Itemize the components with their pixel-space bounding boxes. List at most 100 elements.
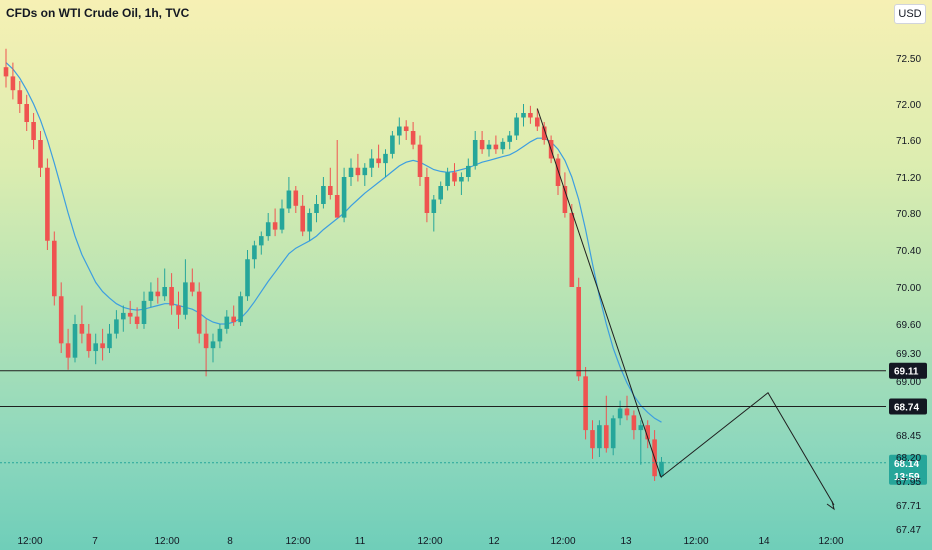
- candle-body: [45, 167, 50, 241]
- y-tick-label: 69.30: [896, 349, 921, 360]
- candle-body: [514, 117, 519, 136]
- candle-down: [403, 120, 409, 140]
- candle-body: [362, 167, 368, 176]
- candle-up: [445, 167, 450, 191]
- candle-down: [79, 305, 85, 344]
- candle-body: [72, 324, 78, 358]
- candle-up: [348, 158, 354, 186]
- candle-body: [190, 282, 195, 292]
- candle-body: [328, 186, 333, 195]
- candle-down: [52, 231, 57, 306]
- y-tick-label: 70.80: [896, 209, 921, 220]
- candle-up: [597, 420, 602, 457]
- y-tick-label: 69.00: [896, 377, 921, 388]
- candle-body: [659, 461, 664, 477]
- candle-body: [134, 316, 140, 324]
- candle-down: [417, 135, 423, 186]
- moving-average-layer: [5, 62, 662, 423]
- candle-down: [535, 108, 540, 131]
- candle-body: [169, 287, 174, 306]
- candle-down: [583, 367, 588, 440]
- candle-up: [210, 333, 216, 363]
- level-label-bg: [889, 398, 927, 415]
- candle-up: [121, 305, 126, 332]
- level-layer: 69.11 68.74 68.14 13:59: [0, 362, 927, 485]
- x-tick-label: 14: [758, 536, 770, 547]
- candle-body: [569, 213, 575, 287]
- candle-up: [307, 208, 312, 241]
- candle-body: [224, 316, 230, 329]
- candle-body: [31, 122, 36, 140]
- candle-body: [334, 195, 340, 218]
- candle-up: [72, 314, 78, 363]
- candle-body: [176, 305, 181, 315]
- candle-body: [183, 282, 188, 315]
- candle-up: [114, 310, 119, 339]
- candle-body: [472, 140, 478, 166]
- candle-down: [376, 144, 381, 168]
- candle-body: [562, 186, 568, 213]
- level-label: 68.74: [894, 403, 919, 414]
- candle-body: [307, 213, 312, 232]
- candle-body: [445, 172, 450, 186]
- candle-down: [300, 195, 305, 237]
- current-price-label-bg: [889, 454, 927, 485]
- y-tick-label: 67.95: [896, 477, 921, 488]
- candle-down: [169, 273, 174, 315]
- candle-down: [493, 135, 499, 154]
- candle-up: [341, 167, 347, 223]
- candle-body: [397, 126, 402, 136]
- candle-down: [334, 140, 340, 218]
- y-tick-label: 71.20: [896, 173, 921, 184]
- candle-down: [31, 113, 36, 150]
- candle-body: [238, 296, 243, 323]
- candle-down: [272, 208, 278, 237]
- candle-down: [196, 282, 202, 344]
- candle-down: [410, 122, 416, 150]
- candle-down: [541, 122, 547, 145]
- candle-up: [507, 131, 512, 150]
- candle-body: [417, 144, 423, 177]
- candle-body: [604, 425, 609, 449]
- candle-body: [610, 418, 616, 449]
- candle-down: [604, 395, 609, 453]
- candle-body: [535, 117, 540, 127]
- candle-up: [279, 199, 285, 234]
- candle-body: [645, 425, 650, 440]
- candle-body: [203, 333, 209, 349]
- candle-up: [659, 457, 664, 479]
- candle-down: [127, 300, 133, 324]
- candle-up: [245, 250, 250, 301]
- candle-body: [100, 343, 105, 349]
- x-tick-label: 12: [488, 536, 500, 547]
- candle-body: [148, 291, 154, 301]
- candle-down: [424, 167, 430, 223]
- candle-body: [10, 76, 16, 91]
- candle-down: [293, 186, 299, 213]
- candle-body: [93, 343, 98, 352]
- candle-body: [376, 158, 381, 164]
- candle-up: [472, 131, 478, 170]
- candle-body: [459, 177, 464, 182]
- trend-line: [536, 108, 662, 478]
- candle-down: [190, 268, 195, 297]
- candle-body: [259, 236, 264, 246]
- currency-button[interactable]: USD: [894, 4, 926, 24]
- x-tick-label: 12:00: [285, 536, 310, 547]
- candle-body: [245, 259, 250, 297]
- candle-up: [438, 181, 443, 204]
- candle-down: [134, 307, 140, 329]
- countdown-label: 13:59: [894, 472, 920, 483]
- candle-up: [183, 259, 188, 320]
- candle-up: [238, 291, 243, 326]
- candle-up: [521, 104, 526, 127]
- level-label: 69.11: [894, 367, 919, 378]
- candle-down: [328, 167, 333, 200]
- candle-up: [148, 282, 154, 308]
- candle-body: [127, 312, 133, 317]
- candle-down: [10, 62, 16, 100]
- candle-body: [410, 131, 416, 145]
- y-tick-label: 71.60: [896, 136, 921, 147]
- candle-down: [576, 277, 581, 381]
